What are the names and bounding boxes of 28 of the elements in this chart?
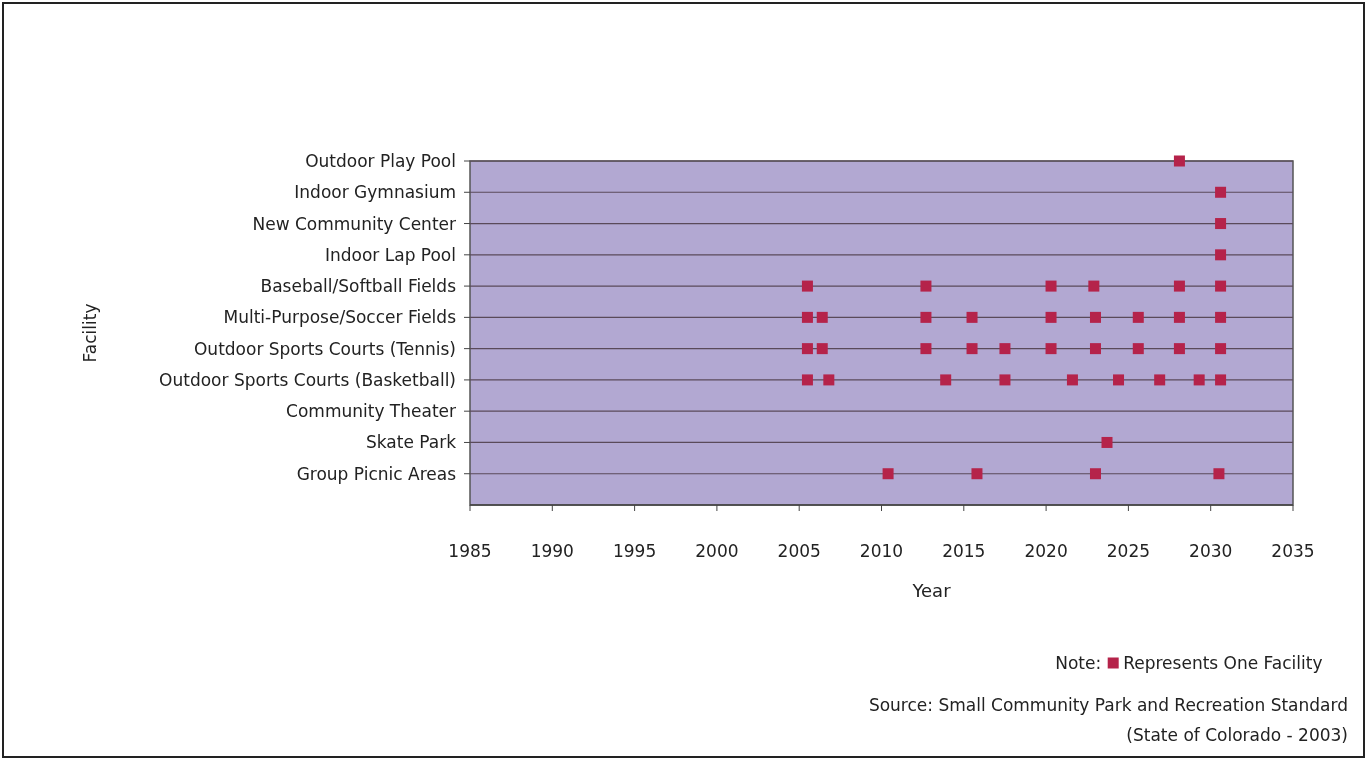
y-tick-label: Multi-Purpose/Soccer Fields (223, 307, 457, 328)
x-tick-label: 2015 (942, 541, 986, 561)
y-tick-label: Outdoor Sports Courts (Basketball) (159, 369, 456, 390)
text: (State of Colorado - 2003) (1126, 725, 1348, 745)
x-tick-label: 2025 (1106, 541, 1151, 561)
y-tick-label: Outdoor Play Pool (305, 151, 456, 171)
x-tick-label: 2020 (1024, 541, 1068, 561)
x-tick-label: 1990 (530, 541, 574, 561)
x-tick-label: 2000 (695, 541, 739, 561)
legend-title: Note: (1055, 653, 1102, 673)
y-tick-label: Skate Park (365, 432, 457, 453)
x-tick-label: 2005 (777, 541, 821, 561)
x-axis-title: Year (911, 580, 952, 601)
y-tick-label: New Community Center (252, 213, 456, 234)
x-tick-label: 1985 (448, 541, 492, 561)
y-tick-label: Baseball/Softball Fields (260, 276, 457, 297)
source-note: Source: Small Community Park and Recreation Standard (868, 695, 1348, 715)
y-tick-label: Indoor Gymnasium (294, 182, 456, 203)
x-tick-label: 2035 (1271, 541, 1315, 561)
x-tick-label: 1995 (612, 541, 657, 561)
y-tick-label: Community Theater (286, 401, 456, 422)
x-tick-label: 2030 (1189, 541, 1233, 561)
y-tick-label: Outdoor Sports Courts (Tennis) (193, 338, 456, 359)
x-tick-label: 2010 (859, 541, 904, 561)
y-tick-label: Group Picnic Areas (296, 463, 457, 484)
y-tick-label: Indoor Lap Pool (324, 244, 456, 265)
legend-label: Represents One Facility (1123, 653, 1323, 673)
y-axis-title: Facility (80, 303, 100, 363)
